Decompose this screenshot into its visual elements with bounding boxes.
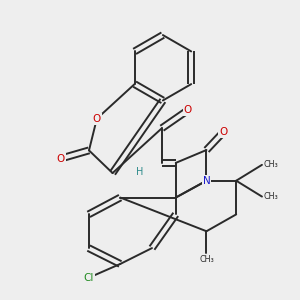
Text: CH₃: CH₃ (199, 255, 214, 264)
Text: N: N (202, 176, 210, 186)
Text: CH₃: CH₃ (264, 192, 279, 201)
Text: O: O (93, 114, 101, 124)
Text: H: H (136, 167, 144, 177)
Text: CH₃: CH₃ (264, 160, 279, 169)
Text: O: O (184, 105, 192, 116)
Text: O: O (57, 154, 65, 164)
Text: O: O (219, 127, 227, 137)
Text: Cl: Cl (83, 273, 94, 283)
